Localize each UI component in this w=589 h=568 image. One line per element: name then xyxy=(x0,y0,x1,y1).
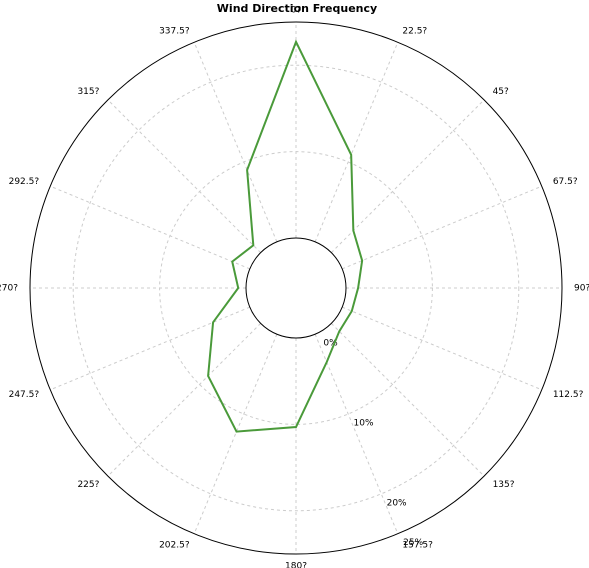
spoke xyxy=(193,42,278,242)
angle-label: 90? xyxy=(574,284,589,294)
r-tick-label: 25% xyxy=(403,538,423,548)
ring xyxy=(245,237,347,339)
angle-label: 157.5? xyxy=(402,540,433,550)
r-tick-label: 0% xyxy=(323,339,338,349)
r-tick-label: 20% xyxy=(387,498,407,508)
angle-label: 225? xyxy=(77,480,99,490)
ring xyxy=(29,21,563,555)
angle-label: 247.5? xyxy=(9,390,40,400)
spoke xyxy=(50,306,250,391)
ring xyxy=(159,151,433,425)
angle-label: 202.5? xyxy=(159,540,190,550)
angle-label: 292.5? xyxy=(9,177,40,187)
spoke xyxy=(342,306,542,391)
r-tick-label: 10% xyxy=(354,418,374,428)
spoke xyxy=(314,334,399,534)
spoke xyxy=(331,99,485,253)
angle-label: 337.5? xyxy=(159,27,190,37)
data-line xyxy=(207,39,364,433)
angle-label: 22.5? xyxy=(402,27,427,37)
spoke xyxy=(107,99,261,253)
angle-label: 315? xyxy=(77,87,99,97)
angle-label: 180? xyxy=(285,562,307,568)
spoke xyxy=(107,323,261,477)
spoke xyxy=(314,42,399,242)
angle-label: 67.5? xyxy=(553,177,578,187)
spoke xyxy=(50,185,250,270)
angle-label: 112.5? xyxy=(553,390,584,400)
chart-title: Wind Direction Frequency xyxy=(217,2,377,15)
angle-label: 270? xyxy=(0,284,18,294)
angle-label: 135? xyxy=(493,480,515,490)
ring xyxy=(72,64,520,512)
angle-label: 45? xyxy=(493,87,509,97)
spoke xyxy=(193,334,278,534)
angle-label: 0? xyxy=(291,6,302,16)
spoke xyxy=(331,323,485,477)
spoke xyxy=(342,185,542,270)
